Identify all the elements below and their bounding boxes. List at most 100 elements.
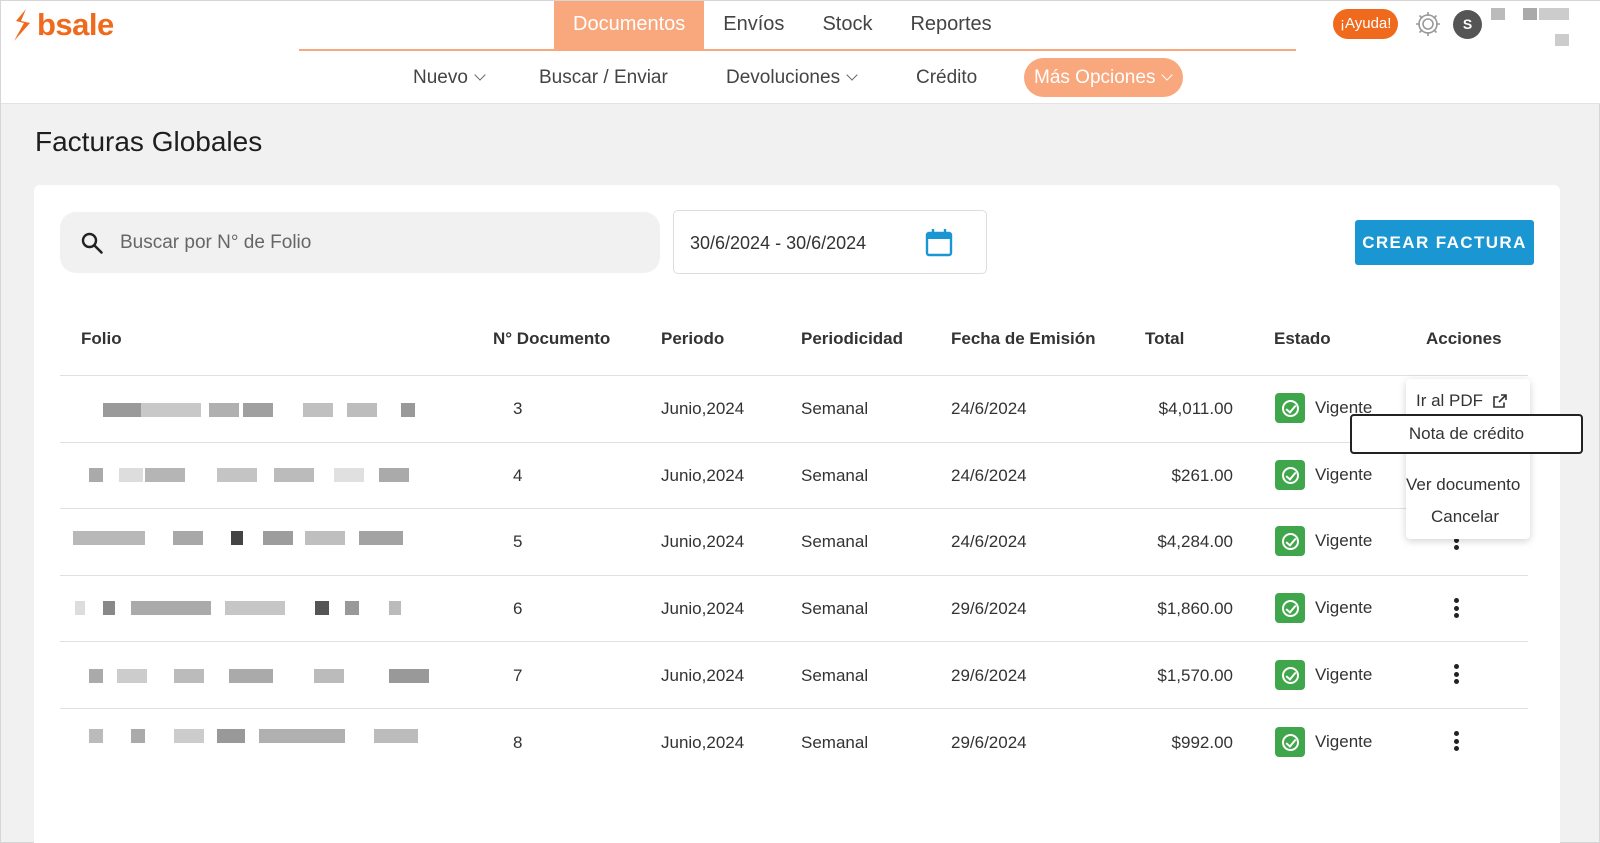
status-label: Vigente — [1315, 398, 1373, 417]
subnav-mas-opciones[interactable]: Más Opciones — [1024, 58, 1184, 97]
check-circle-icon — [1275, 727, 1305, 757]
menu-item-nota-de-credito[interactable]: Nota de crédito — [1350, 414, 1583, 454]
cell-periodicidad: Semanal — [801, 666, 869, 685]
header-fecha-emision[interactable]: Fecha de Emisión — [951, 329, 1096, 348]
nav-stock[interactable]: Stock — [822, 13, 873, 35]
subnav-credito[interactable]: Crédito — [916, 51, 977, 104]
more-actions-icon[interactable] — [1448, 660, 1464, 688]
cell-fecha: 24/6/2024 — [951, 399, 1027, 418]
cell-periodo: Junio,2024 — [661, 599, 745, 618]
more-actions-icon[interactable] — [1448, 594, 1464, 622]
avatar[interactable]: S — [1453, 10, 1482, 39]
search-box — [60, 212, 660, 273]
header-periodicidad[interactable]: Periodicidad — [801, 329, 904, 348]
cell-total: $1,860.00 — [1157, 599, 1233, 618]
menu-item-label: Cancelar — [1431, 507, 1500, 526]
cell-fecha: 29/6/2024 — [951, 599, 1027, 618]
row-divider — [60, 641, 1528, 642]
status-badge: Vigente — [1275, 593, 1372, 623]
menu-item-ir-al-pdf[interactable]: Ir al PDF — [1416, 391, 1507, 411]
row-divider — [60, 375, 1528, 376]
header-periodo[interactable]: Periodo — [661, 329, 725, 348]
redacted-user-info — [1523, 8, 1537, 20]
header-estado[interactable]: Estado — [1274, 329, 1331, 348]
status-badge: Vigente — [1275, 526, 1372, 556]
page-title: Facturas Globales — [35, 126, 263, 157]
cell-periodicidad: Semanal — [801, 599, 869, 618]
cell-periodo: Junio,2024 — [661, 399, 745, 418]
cell-doc-num: 8 — [513, 733, 523, 752]
subnav-nuevo[interactable]: Nuevo — [413, 51, 486, 104]
cell-total: $992.00 — [1171, 733, 1233, 752]
redacted-folio — [73, 531, 423, 545]
nav-documentos[interactable]: Documentos — [554, 1, 705, 51]
check-circle-icon — [1275, 526, 1305, 556]
cell-total: $4,284.00 — [1157, 532, 1233, 551]
cell-periodo: Junio,2024 — [661, 532, 745, 551]
top-bar: bsale Documentos Envíos Stock Reportes ¡… — [1, 1, 1600, 51]
chevron-down-icon — [846, 69, 858, 81]
search-input[interactable] — [120, 212, 640, 273]
gear-icon[interactable] — [1413, 9, 1443, 39]
cell-doc-num: 6 — [513, 599, 523, 618]
cell-doc-num: 3 — [513, 399, 523, 418]
cell-total: $4,011.00 — [1158, 399, 1233, 418]
menu-item-cancelar[interactable]: Cancelar — [1431, 507, 1499, 527]
redacted-user-info — [1555, 34, 1569, 46]
external-link-icon — [1493, 394, 1507, 408]
menu-item-ver-documento[interactable]: Ver documento — [1406, 475, 1520, 495]
help-button[interactable]: ¡Ayuda! — [1333, 9, 1399, 39]
subnav-nuevo-label: Nuevo — [413, 67, 468, 88]
subnav-devoluciones-label: Devoluciones — [726, 67, 841, 88]
more-actions-icon[interactable] — [1448, 727, 1464, 755]
row-divider — [60, 508, 1528, 509]
create-invoice-button[interactable]: CREAR FACTURA — [1355, 220, 1534, 265]
redacted-user-info — [1539, 8, 1569, 20]
check-circle-icon — [1275, 593, 1305, 623]
cell-periodicidad: Semanal — [801, 733, 869, 752]
nav-envios[interactable]: Envíos — [723, 13, 785, 35]
cell-fecha: 24/6/2024 — [951, 532, 1027, 551]
bsale-logo[interactable]: bsale — [9, 7, 114, 43]
subnav-devoluciones[interactable]: Devoluciones — [726, 51, 858, 104]
chevron-down-icon — [474, 69, 486, 81]
cell-fecha: 29/6/2024 — [951, 666, 1027, 685]
status-badge: Vigente — [1275, 660, 1372, 690]
cell-periodicidad: Semanal — [801, 466, 869, 485]
redacted-folio — [89, 468, 419, 482]
header-total[interactable]: Total — [1145, 329, 1185, 348]
search-icon — [81, 232, 103, 254]
chevron-down-icon — [1161, 69, 1174, 81]
check-circle-icon — [1275, 660, 1305, 690]
cell-periodo: Junio,2024 — [661, 666, 745, 685]
redacted-user-info — [1491, 8, 1505, 20]
date-range-picker[interactable]: 30/6/2024 - 30/6/2024 — [673, 210, 987, 274]
bsale-logo-icon — [14, 9, 30, 41]
row-divider — [60, 575, 1528, 576]
status-badge: Vigente — [1275, 727, 1372, 757]
subnav-buscar-enviar[interactable]: Buscar / Enviar — [539, 51, 668, 104]
cell-periodo: Junio,2024 — [661, 466, 745, 485]
menu-item-label: Ver documento — [1406, 475, 1521, 494]
cell-total: $1,570.00 — [1157, 666, 1233, 685]
menu-item-label: Nota de crédito — [1408, 424, 1525, 443]
calendar-icon[interactable] — [925, 228, 953, 257]
subnav-credito-label: Crédito — [916, 67, 978, 88]
header-acciones: Acciones — [1426, 329, 1502, 348]
cell-doc-num: 5 — [513, 532, 523, 551]
redacted-folio — [89, 669, 429, 683]
status-label: Vigente — [1315, 465, 1373, 484]
row-divider — [60, 708, 1528, 709]
cell-periodicidad: Semanal — [801, 399, 869, 418]
nav-underline — [299, 49, 1296, 51]
sub-nav: Nuevo Buscar / Enviar Devoluciones Crédi… — [1, 51, 1600, 104]
cell-fecha: 24/6/2024 — [951, 466, 1027, 485]
check-circle-icon — [1275, 460, 1305, 490]
nav-reportes[interactable]: Reportes — [910, 13, 992, 35]
brand-name: bsale — [37, 7, 114, 42]
cell-doc-num: 4 — [513, 466, 523, 485]
status-badge: Vigente — [1275, 393, 1372, 423]
header-folio[interactable]: Folio — [81, 329, 122, 348]
header-doc-num[interactable]: N° Documento — [493, 329, 611, 348]
sub-nav-bar: Nuevo Buscar / Enviar Devoluciones Crédi… — [1, 51, 1600, 104]
